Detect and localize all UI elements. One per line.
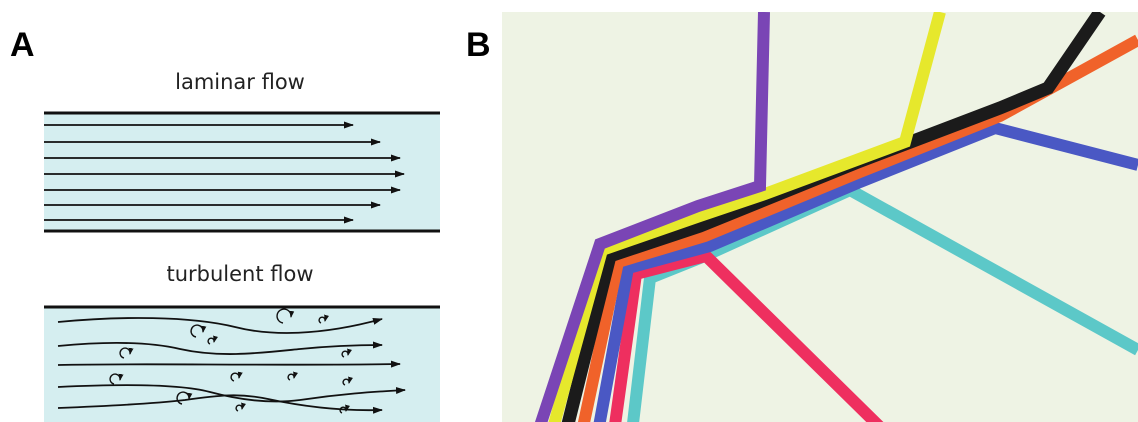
eddy-icon <box>339 404 350 414</box>
eddy-icon <box>342 376 353 386</box>
turbulent-streamline <box>57 341 383 355</box>
turbulent-flow-diagram <box>44 305 440 422</box>
panel-a-label: A <box>10 26 35 64</box>
dye-streams-photo <box>502 12 1138 422</box>
eddy-icon <box>119 347 134 359</box>
eddy-icon <box>318 314 329 324</box>
pink-stream <box>609 249 884 422</box>
eddy-icon <box>276 308 295 324</box>
laminar-flow-diagram <box>44 111 440 233</box>
panel-b-label: B <box>466 26 491 64</box>
turbulent-flow-title: turbulent flow <box>166 262 314 286</box>
eddy-icon <box>207 335 218 345</box>
eddy-icon <box>287 371 298 381</box>
eddy-icon <box>230 371 243 382</box>
purple-stream <box>534 12 770 422</box>
turbulent-streamline <box>57 384 406 403</box>
turbulent-streamline <box>57 360 401 368</box>
turbulent-eddies <box>109 308 353 414</box>
blue-stream <box>593 121 1138 422</box>
eddy-icon <box>190 324 207 338</box>
eddy-icon <box>109 373 124 385</box>
laminar-flow-title: laminar flow <box>175 70 305 94</box>
laminar-streamlines <box>44 121 405 224</box>
eddy-icon <box>176 391 193 405</box>
turbulent-streamline <box>57 317 383 334</box>
turbulent-streamlines <box>57 317 406 414</box>
laminar-channel-fluid <box>44 113 440 231</box>
eddy-icon <box>341 348 352 358</box>
turbulent-streamline <box>57 394 383 414</box>
eddy-icon <box>235 402 246 412</box>
